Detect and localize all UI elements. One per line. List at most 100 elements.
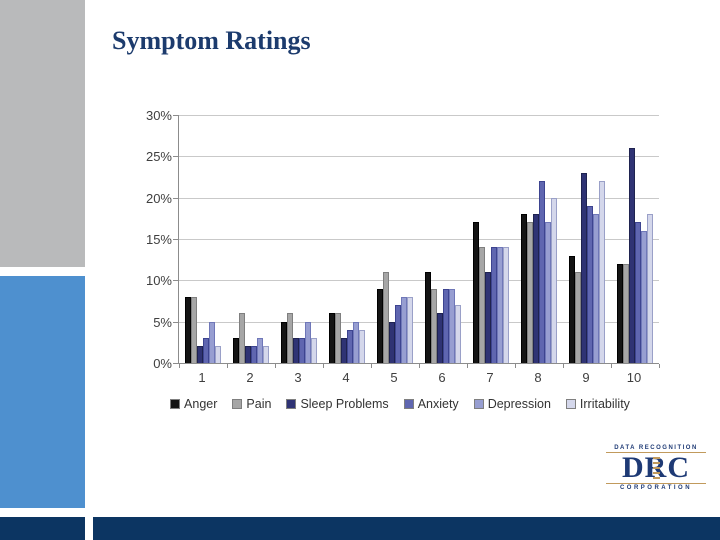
bar-irritability-cat4 bbox=[359, 329, 365, 363]
bar-anger-cat3 bbox=[281, 321, 287, 363]
gridline-30pct bbox=[179, 115, 659, 116]
bar-sleep-problems-cat2 bbox=[245, 346, 251, 363]
y-tick-mark bbox=[173, 363, 178, 364]
x-tick-mark bbox=[419, 364, 420, 368]
bar-anxiety-cat2 bbox=[251, 346, 257, 363]
y-axis-tick-label: 0% bbox=[153, 356, 172, 371]
x-tick-mark bbox=[659, 364, 660, 368]
y-axis-tick-label: 15% bbox=[145, 232, 172, 247]
bar-depression-cat4 bbox=[353, 321, 359, 363]
bar-anxiety-cat3 bbox=[299, 338, 305, 363]
bar-anxiety-cat6 bbox=[443, 288, 449, 363]
bar-pain-cat3 bbox=[287, 313, 293, 363]
x-axis-tick-label: 5 bbox=[390, 370, 398, 385]
bar-anxiety-cat8 bbox=[539, 181, 545, 363]
bar-sleep-problems-cat3 bbox=[293, 338, 299, 363]
legend-item-irritability: Irritability bbox=[565, 397, 630, 411]
bar-anxiety-cat9 bbox=[587, 205, 593, 363]
bar-anxiety-cat4 bbox=[347, 329, 353, 363]
gridline-20pct bbox=[179, 197, 659, 199]
bar-groups bbox=[179, 115, 659, 363]
bar-sleep-problems-cat7 bbox=[485, 272, 491, 363]
x-tick-mark bbox=[371, 364, 372, 368]
bar-anger-cat6 bbox=[425, 272, 431, 363]
bar-depression-cat1 bbox=[209, 321, 215, 363]
logo-top-text: DATA RECOGNITION bbox=[606, 445, 706, 453]
bar-group-7 bbox=[467, 115, 515, 363]
logo-gold-ladder-icon bbox=[653, 457, 660, 479]
y-tick-mark bbox=[173, 115, 178, 116]
y-tick-mark bbox=[173, 197, 178, 199]
bar-pain-cat6 bbox=[431, 288, 437, 363]
legend-swatch-icon bbox=[286, 399, 297, 409]
bar-irritability-cat9 bbox=[599, 181, 605, 363]
x-axis-tick-label: 2 bbox=[246, 370, 254, 385]
bar-group-1 bbox=[179, 115, 227, 363]
logo-main-text: DRC bbox=[606, 453, 706, 483]
bar-irritability-cat7 bbox=[503, 247, 509, 363]
bar-irritability-cat10 bbox=[647, 214, 653, 363]
bar-irritability-cat2 bbox=[263, 346, 269, 363]
y-axis-tick-label: 25% bbox=[145, 149, 172, 165]
x-axis-tick-label: 4 bbox=[342, 370, 350, 385]
bar-pain-cat8 bbox=[527, 222, 533, 363]
chart-plot-area bbox=[173, 115, 660, 368]
x-axis-tick-label: 7 bbox=[486, 370, 494, 385]
x-axis-tick-label: 1 bbox=[198, 370, 206, 385]
x-axis-tick-label: 9 bbox=[582, 370, 590, 385]
legend-label: Irritability bbox=[579, 397, 630, 411]
legend-item-anxiety: Anxiety bbox=[403, 397, 459, 411]
x-tick-mark bbox=[323, 364, 324, 368]
bar-depression-cat9 bbox=[593, 214, 599, 363]
legend-label: Pain bbox=[246, 397, 272, 411]
bar-anger-cat5 bbox=[377, 288, 383, 363]
chart-legend: Anger Pain Sleep Problems Anxiety Depression… bbox=[140, 397, 660, 411]
bar-group-3 bbox=[275, 115, 323, 363]
bar-anger-cat1 bbox=[185, 296, 191, 363]
bar-depression-cat10 bbox=[641, 230, 647, 363]
logo-bottom-text: CORPORATION bbox=[606, 483, 706, 491]
legend-item-sleep-problems: Sleep Problems bbox=[286, 397, 389, 411]
bar-group-5 bbox=[371, 115, 419, 363]
bar-anger-cat4 bbox=[329, 313, 335, 363]
legend-swatch-icon bbox=[565, 399, 576, 409]
legend-item-anger: Anger bbox=[170, 397, 217, 411]
bar-depression-cat2 bbox=[257, 338, 263, 363]
bar-pain-cat10 bbox=[623, 263, 629, 363]
x-tick-mark bbox=[611, 364, 612, 368]
legend-swatch-icon bbox=[232, 399, 243, 409]
bar-sleep-problems-cat8 bbox=[533, 214, 539, 363]
bar-group-6 bbox=[419, 115, 467, 363]
bar-anger-cat8 bbox=[521, 214, 527, 363]
x-tick-mark bbox=[467, 364, 468, 368]
bar-depression-cat6 bbox=[449, 288, 455, 363]
legend-label: Anxiety bbox=[417, 397, 459, 411]
gridline-10pct bbox=[179, 280, 659, 282]
bar-pain-cat2 bbox=[239, 313, 245, 363]
legend-label: Depression bbox=[487, 397, 551, 411]
x-tick-mark bbox=[179, 364, 180, 368]
bar-pain-cat9 bbox=[575, 272, 581, 363]
bar-depression-cat5 bbox=[401, 296, 407, 363]
bar-irritability-cat6 bbox=[455, 305, 461, 363]
y-axis-tick-label: 10% bbox=[145, 273, 172, 289]
bar-anxiety-cat1 bbox=[203, 338, 209, 363]
bar-sleep-problems-cat10 bbox=[629, 148, 635, 363]
bar-anger-cat7 bbox=[473, 222, 479, 363]
bar-anxiety-cat10 bbox=[635, 222, 641, 363]
x-tick-mark bbox=[515, 364, 516, 368]
bar-sleep-problems-cat1 bbox=[197, 346, 203, 363]
y-tick-mark bbox=[173, 239, 178, 240]
bar-pain-cat5 bbox=[383, 272, 389, 363]
sidebar-blue-block bbox=[0, 276, 85, 508]
bar-group-2 bbox=[227, 115, 275, 363]
x-axis-tick-label: 3 bbox=[294, 370, 302, 385]
bar-depression-cat3 bbox=[305, 321, 311, 363]
legend-item-depression: Depression bbox=[473, 397, 551, 411]
y-axis-tick-label: 30% bbox=[145, 108, 172, 123]
bar-pain-cat1 bbox=[191, 296, 197, 363]
bar-sleep-problems-cat5 bbox=[389, 321, 395, 363]
bar-depression-cat7 bbox=[497, 247, 503, 363]
x-tick-mark bbox=[227, 364, 228, 368]
